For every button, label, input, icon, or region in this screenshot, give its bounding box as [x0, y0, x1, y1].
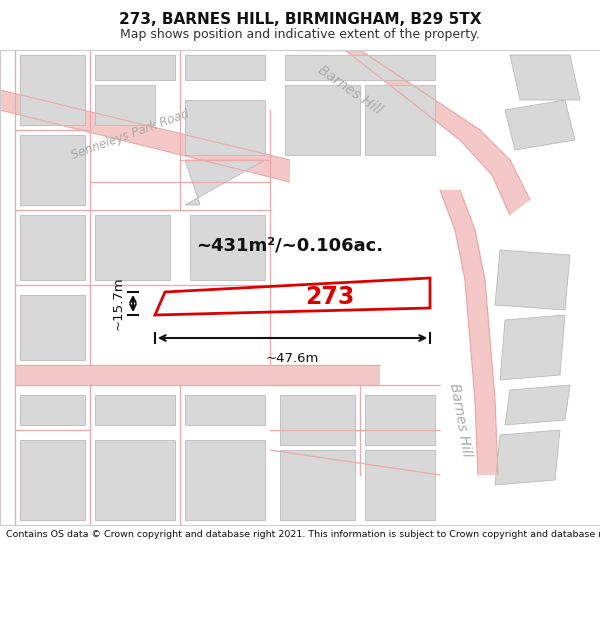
- Polygon shape: [190, 215, 265, 280]
- Polygon shape: [20, 135, 85, 205]
- Polygon shape: [505, 385, 570, 425]
- Polygon shape: [185, 440, 265, 520]
- Polygon shape: [185, 100, 265, 155]
- Text: 273: 273: [305, 285, 355, 309]
- Text: ~47.6m: ~47.6m: [266, 352, 319, 365]
- Polygon shape: [505, 100, 575, 150]
- Polygon shape: [495, 250, 570, 310]
- Text: ~431m²/~0.106ac.: ~431m²/~0.106ac.: [196, 237, 383, 255]
- Polygon shape: [20, 295, 85, 360]
- Polygon shape: [285, 55, 435, 80]
- Text: ~15.7m: ~15.7m: [112, 277, 125, 330]
- Polygon shape: [20, 440, 85, 520]
- Polygon shape: [185, 160, 265, 205]
- Text: Barnes Hill: Barnes Hill: [446, 382, 473, 458]
- Polygon shape: [95, 440, 175, 520]
- Polygon shape: [365, 85, 435, 155]
- Polygon shape: [185, 395, 265, 425]
- Text: 273, BARNES HILL, BIRMINGHAM, B29 5TX: 273, BARNES HILL, BIRMINGHAM, B29 5TX: [119, 12, 481, 28]
- Polygon shape: [20, 55, 85, 125]
- Polygon shape: [20, 215, 85, 280]
- Polygon shape: [365, 395, 435, 445]
- Polygon shape: [365, 450, 435, 520]
- Polygon shape: [20, 395, 85, 425]
- Polygon shape: [95, 55, 175, 80]
- Polygon shape: [500, 315, 565, 380]
- Polygon shape: [285, 85, 360, 155]
- Polygon shape: [95, 85, 155, 125]
- Polygon shape: [185, 55, 265, 80]
- Text: Contains OS data © Crown copyright and database right 2021. This information is : Contains OS data © Crown copyright and d…: [6, 530, 600, 539]
- Text: Senneleys Park Road: Senneleys Park Road: [70, 107, 191, 162]
- Text: Barnes Hill: Barnes Hill: [316, 63, 385, 117]
- Polygon shape: [510, 55, 580, 100]
- Polygon shape: [15, 365, 380, 385]
- Polygon shape: [295, 50, 530, 215]
- Polygon shape: [280, 395, 355, 445]
- Polygon shape: [95, 215, 170, 280]
- Polygon shape: [440, 190, 498, 475]
- Text: Map shows position and indicative extent of the property.: Map shows position and indicative extent…: [120, 28, 480, 41]
- Polygon shape: [95, 395, 175, 425]
- Polygon shape: [280, 450, 355, 520]
- Polygon shape: [495, 430, 560, 485]
- Polygon shape: [0, 90, 290, 182]
